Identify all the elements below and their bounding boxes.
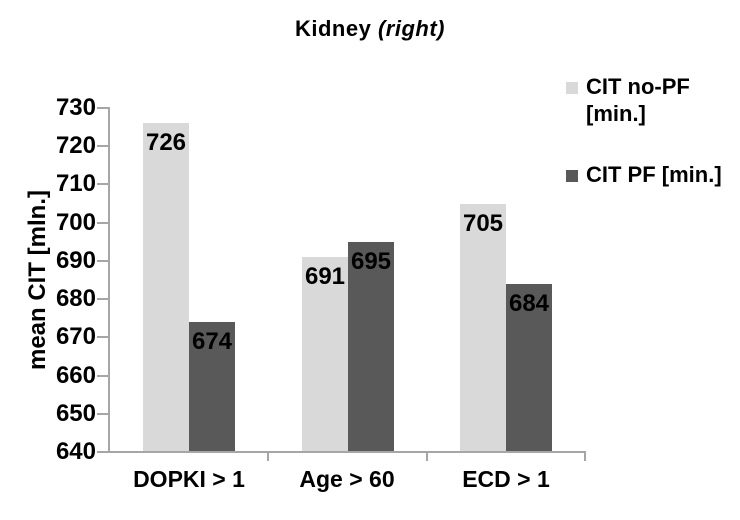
y-tick-mark <box>97 412 110 415</box>
y-axis-line <box>108 108 110 453</box>
y-tick-label: 660 <box>55 361 96 389</box>
y-tick-label: 680 <box>55 285 96 313</box>
y-tick-mark <box>97 374 110 377</box>
y-tick-mark <box>97 298 110 301</box>
legend-entry: CIT PF [min.] <box>566 162 736 189</box>
legend: CIT no-PF [min.] CIT PF [min.] <box>566 74 736 222</box>
x-tick-mark <box>267 451 269 461</box>
y-tick-mark <box>97 259 110 262</box>
x-category-label: DOPKI > 1 <box>133 466 245 492</box>
legend-swatch-icon <box>566 82 578 94</box>
y-tick-label: 650 <box>55 399 96 427</box>
x-axis-line <box>97 451 585 453</box>
x-tick-mark <box>426 451 428 461</box>
y-tick-label: 730 <box>55 94 96 121</box>
chart-title: Kidney (right) <box>0 16 740 42</box>
y-tick-mark <box>97 145 110 148</box>
y-tick-mark <box>97 451 110 453</box>
x-category-label: Age > 60 <box>299 466 395 492</box>
bar-value-label: 674 <box>191 328 233 355</box>
y-tick-mark <box>97 183 110 186</box>
y-tick-mark <box>97 107 110 109</box>
bar-no-pf <box>302 257 348 451</box>
bar-pf <box>348 242 394 451</box>
bar-value-label: 695 <box>350 248 392 275</box>
bar-value-label: 691 <box>304 263 346 290</box>
y-tick-label: 640 <box>55 438 96 465</box>
y-tick-label: 710 <box>55 170 96 198</box>
x-tick-mark <box>584 451 586 461</box>
y-tick-label: 700 <box>55 208 96 236</box>
bar-value-label: 726 <box>145 129 187 156</box>
y-tick-mark <box>97 221 110 224</box>
y-tick-mark <box>97 336 110 339</box>
bar-value-label: 705 <box>462 210 504 237</box>
legend-label: CIT PF [min.] <box>586 161 722 187</box>
bar-no-pf <box>460 204 506 451</box>
legend-entry: CIT no-PF [min.] <box>566 74 736 128</box>
legend-label: CIT no-PF [min.] <box>586 74 690 126</box>
chart-title-note: (right) <box>377 16 445 41</box>
bar-pf <box>506 284 552 451</box>
bar-pf <box>189 322 235 451</box>
y-tick-label: 690 <box>55 246 96 274</box>
legend-swatch-icon <box>566 169 578 182</box>
y-tick-label: 720 <box>55 132 96 160</box>
y-tick-label: 670 <box>55 323 96 351</box>
x-category-label: ECD > 1 <box>462 466 550 492</box>
bar-value-label: 684 <box>508 290 550 317</box>
bar-no-pf <box>143 123 189 451</box>
chart-title-main: Kidney <box>294 16 372 41</box>
